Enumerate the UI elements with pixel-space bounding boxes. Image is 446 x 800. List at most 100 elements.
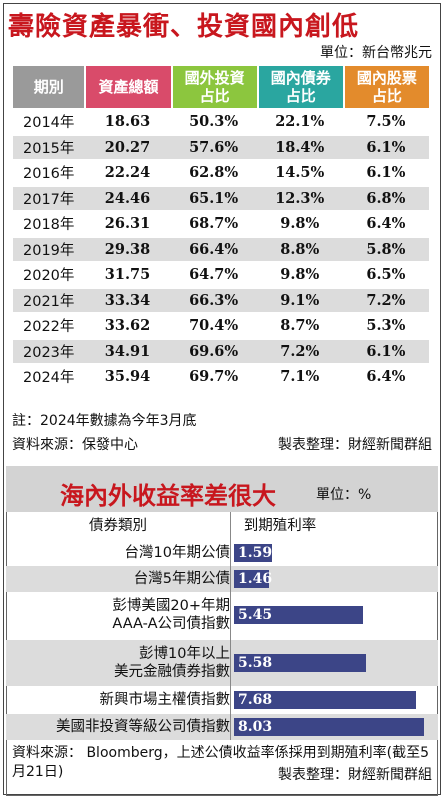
outer-frame bbox=[3, 3, 441, 795]
cell-assets: 26.31 bbox=[104, 215, 151, 233]
cell-foreign-share: 69.6% bbox=[170, 339, 257, 363]
table-body: 2014年 18.63 50.3% 22.1% 7.5% 2015年 20.27 57.6% 1… bbox=[13, 110, 429, 389]
cell-domestic-bond-share: 12.3% bbox=[256, 186, 343, 210]
chart-row: 彭博美國20+年期 AAA-A公司債指數 bbox=[6, 592, 438, 638]
cell-domestic-bond-share: 14.5% bbox=[275, 164, 325, 182]
cell-domestic-stock-share: 6.1% bbox=[342, 135, 429, 159]
cell-foreign-share: 70.4% bbox=[189, 317, 239, 335]
cell-period: 2022年 bbox=[23, 319, 75, 336]
cell-period: 2021年 bbox=[13, 288, 85, 312]
yield-chart-header bbox=[6, 466, 438, 512]
cell-period: 2016年 bbox=[23, 166, 75, 183]
cell-assets: 20.27 bbox=[84, 135, 171, 159]
cell-domestic-stock-share: 5.3% bbox=[366, 317, 406, 335]
table-row: 2022年 33.62 70.4% 8.7% 5.3% bbox=[13, 314, 429, 338]
bar bbox=[234, 570, 269, 588]
bar-value-label: 8.03 bbox=[238, 719, 273, 735]
cell-assets: 35.94 bbox=[104, 368, 151, 386]
col-header-domestic-stock: 國內股票 占比 bbox=[342, 66, 429, 108]
cell-assets: 33.34 bbox=[84, 288, 171, 312]
cell-domestic-bond-share: 7.2% bbox=[256, 339, 343, 363]
cell-period: 2017年 bbox=[13, 186, 85, 210]
cell-period: 2019年 bbox=[13, 237, 85, 261]
cell-assets: 34.91 bbox=[84, 339, 171, 363]
cell-foreign-share: 62.8% bbox=[189, 164, 239, 182]
cell-domestic-bond-share: 22.1% bbox=[275, 113, 325, 131]
table-source: 資料來源：保發中心 bbox=[12, 437, 138, 453]
cell-foreign-share: 68.7% bbox=[189, 215, 239, 233]
chart-source: 資料來源： Bloomberg，上述公債收益率係採用到期殖利率(截至5月21日) bbox=[12, 745, 429, 780]
bar-label: 台灣5年期公債 bbox=[133, 571, 230, 587]
table-row: 2014年 18.63 50.3% 22.1% 7.5% bbox=[13, 110, 429, 134]
cell-domestic-bond-share: 8.7% bbox=[280, 317, 320, 335]
cell-foreign-share: 50.3% bbox=[189, 113, 239, 131]
cell-domestic-bond-share: 9.8% bbox=[280, 215, 320, 233]
cell-domestic-stock-share: 6.1% bbox=[342, 339, 429, 363]
bar-value-label: 1.46 bbox=[238, 571, 273, 587]
cell-domestic-stock-share: 6.5% bbox=[366, 266, 406, 284]
cell-period: 2023年 bbox=[13, 339, 85, 363]
bar bbox=[234, 654, 366, 672]
table-row: 2015年 20.27 57.6% 18.4% 6.1% bbox=[13, 135, 429, 159]
cell-foreign-share: 64.7% bbox=[189, 266, 239, 284]
table-title: 壽險資產暴衝、投資國內創低 bbox=[8, 12, 360, 42]
cell-foreign-share: 57.6% bbox=[170, 135, 257, 159]
col-header-period: 期別 bbox=[13, 66, 85, 108]
chart-unit: 單位：% bbox=[316, 487, 372, 503]
table-unit: 單位：新台幣兆元 bbox=[320, 45, 432, 61]
chart-divider bbox=[230, 512, 231, 740]
bar bbox=[234, 606, 363, 624]
cell-domestic-bond-share: 7.1% bbox=[280, 368, 320, 386]
chart-col-category: 債券類別 bbox=[89, 518, 147, 534]
cell-assets: 33.62 bbox=[104, 317, 151, 335]
cell-period: 2015年 bbox=[13, 135, 85, 159]
col-header-foreign: 國外投資 占比 bbox=[170, 66, 257, 108]
table-row: 2020年 31.75 64.7% 9.8% 6.5% bbox=[13, 263, 429, 287]
cell-assets: 24.46 bbox=[84, 186, 171, 210]
cell-domestic-stock-share: 6.4% bbox=[366, 368, 406, 386]
table-row: 2016年 22.24 62.8% 14.5% 6.1% bbox=[13, 161, 429, 185]
insurance-assets-table: 期別 資產總額 國外投資 占比 國內債券 占比 國內股票 占比 2014年 18.… bbox=[13, 64, 429, 391]
cell-assets: 29.38 bbox=[84, 237, 171, 261]
chart-col-yield: 到期殖利率 bbox=[243, 518, 317, 534]
table-row: 2018年 26.31 68.7% 9.8% 6.4% bbox=[13, 212, 429, 236]
cell-domestic-bond-share: 9.1% bbox=[256, 288, 343, 312]
cell-foreign-share: 66.3% bbox=[170, 288, 257, 312]
bar-value-label: 7.68 bbox=[238, 692, 273, 708]
cell-period: 2014年 bbox=[23, 115, 75, 132]
table-row: 2017年 24.46 65.1% 12.3% 6.8% bbox=[13, 186, 429, 210]
table-row: 2019年 29.38 66.4% 8.8% 5.8% bbox=[13, 237, 429, 261]
cell-period: 2020年 bbox=[23, 268, 75, 285]
table-row: 2024年 35.94 69.7% 7.1% 6.4% bbox=[13, 365, 429, 389]
bar-label: 台灣10年期公債 bbox=[124, 545, 230, 561]
table-note: 註：2024年數據為今年3月底 bbox=[12, 413, 197, 429]
cell-foreign-share: 65.1% bbox=[170, 186, 257, 210]
chart-row: 台灣10年期公債 bbox=[6, 540, 438, 566]
table-row: 2021年 33.34 66.3% 9.1% 7.2% bbox=[13, 288, 429, 312]
table-row: 2023年 34.91 69.6% 7.2% 6.1% bbox=[13, 339, 429, 363]
table-compiled: 製表整理：財經新聞群組 bbox=[278, 437, 432, 453]
chart-row: 彭博10年以上 美元金融債券指數 bbox=[6, 640, 438, 686]
col-header-assets: 資產總額 bbox=[84, 66, 171, 108]
cell-period: 2018年 bbox=[23, 217, 75, 234]
cell-domestic-bond-share: 9.8% bbox=[280, 266, 320, 284]
chart-row: 新興市場主權債指數 bbox=[6, 686, 438, 714]
cell-domestic-stock-share: 6.8% bbox=[342, 186, 429, 210]
cell-domestic-bond-share: 8.8% bbox=[256, 237, 343, 261]
cell-domestic-stock-share: 6.1% bbox=[366, 164, 406, 182]
chart-row: 台灣5年期公債 bbox=[6, 566, 438, 592]
bar-value-label: 1.59 bbox=[238, 545, 273, 561]
cell-assets: 31.75 bbox=[104, 266, 151, 284]
cell-period: 2024年 bbox=[23, 370, 75, 387]
bar bbox=[234, 718, 424, 736]
cell-domestic-stock-share: 7.5% bbox=[366, 113, 406, 131]
bar bbox=[234, 544, 272, 562]
cell-domestic-bond-share: 18.4% bbox=[256, 135, 343, 159]
cell-assets: 18.63 bbox=[104, 113, 151, 131]
cell-domestic-stock-share: 6.4% bbox=[366, 215, 406, 233]
bar-label: 彭博美國20+年期 AAA-A公司債指數 bbox=[112, 598, 230, 632]
cell-foreign-share: 69.7% bbox=[189, 368, 239, 386]
bar-label: 彭博10年以上 美元金融債券指數 bbox=[114, 646, 230, 680]
bar-label: 新興市場主權債指數 bbox=[99, 692, 231, 708]
cell-domestic-stock-share: 7.2% bbox=[342, 288, 429, 312]
